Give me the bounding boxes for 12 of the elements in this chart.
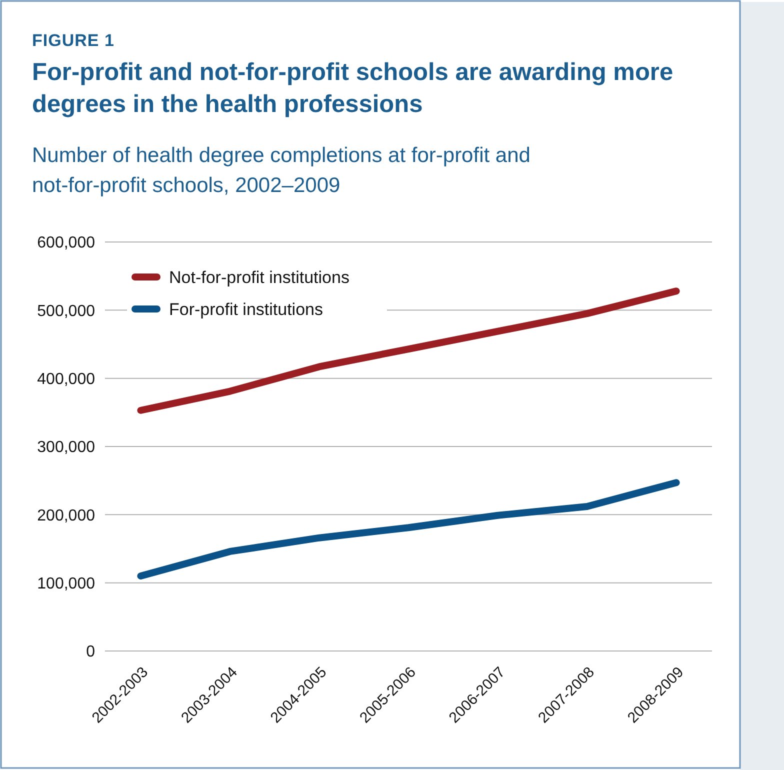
y-tick-label: 400,000 xyxy=(37,370,96,388)
chart-title: For-profit and not-for-profit schools are awarding more degrees in the health professions xyxy=(32,59,674,118)
legend-label: Not-for-profit institutions xyxy=(169,268,350,287)
y-tick-label: 100,000 xyxy=(37,575,96,592)
chart-subtitle: Number of health degree completions at for-profit and not-for-profit schools, 2002–2009 xyxy=(32,144,530,197)
y-tick-label: 200,000 xyxy=(37,507,96,524)
y-tick-label: 0 xyxy=(86,644,96,661)
legend-label: For-profit institutions xyxy=(169,300,323,319)
y-tick-label: 600,000 xyxy=(37,234,96,252)
caption: FIGURE 1 xyxy=(32,31,114,50)
y-tick-label: 500,000 xyxy=(37,302,96,320)
y-tick-label: 300,000 xyxy=(37,439,96,456)
